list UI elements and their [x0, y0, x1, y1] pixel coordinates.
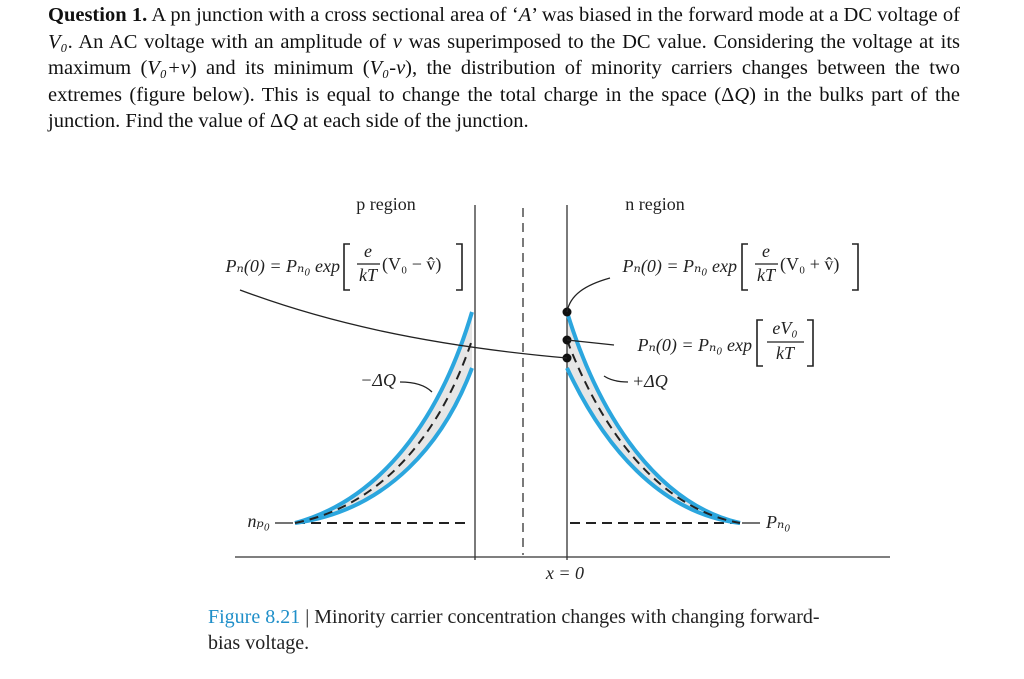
equation: e [762, 241, 770, 261]
caption-text: | Minority carrier concentration changes… [208, 606, 820, 654]
curve-min [294, 367, 474, 525]
equation: Pₙ(0) = Pₙ₀ exp [637, 335, 752, 356]
math: Q [734, 83, 750, 106]
equation: eV₀ [772, 318, 797, 338]
bracket [756, 319, 814, 367]
text: ’ was biased in the forward mode at a DC… [531, 4, 960, 26]
curve-dc [294, 339, 473, 524]
math: V₀+v [147, 57, 190, 80]
bracket [343, 243, 463, 291]
curve-dc [566, 339, 741, 524]
curve-min [565, 367, 741, 525]
level-label: Pₙ₀ [765, 512, 791, 532]
text: . An AC voltage with an amplitude of [67, 30, 393, 53]
text: ), the distribution of minority carriers… [48, 57, 960, 106]
math: Q [283, 110, 299, 133]
question: Question 1. A pn junction with a cross s… [48, 2, 960, 135]
bracket [741, 243, 859, 291]
question-label: Question 1. [48, 4, 148, 26]
equation: kT [359, 265, 379, 285]
text: A pn junction with a cross sectional are… [147, 4, 519, 26]
equation: Pₙ(0) = Pₙ₀ exp [622, 256, 737, 277]
equation: kT [757, 265, 777, 285]
charge-label: −ΔQ [360, 370, 396, 390]
curve-max [294, 311, 474, 525]
leader [603, 375, 629, 383]
leader [566, 277, 611, 313]
caption: Figure 8.21 | Minority carrier concentrat… [208, 604, 848, 656]
leader [239, 289, 568, 359]
shaded-area [567, 312, 740, 523]
axis-label: x = 0 [545, 563, 584, 583]
math: V₀ [48, 30, 68, 53]
equation: (V₀ + v̂) [780, 254, 839, 275]
leader [566, 339, 615, 346]
figure-number: Figure 8.21 [208, 606, 301, 628]
math: V₀-v [369, 57, 406, 80]
math: v [392, 30, 402, 53]
curve-max [565, 311, 741, 525]
region-label: n region [625, 194, 684, 214]
text: was superimposed to the DC value. Consid… [48, 30, 960, 80]
equation: e [364, 241, 372, 261]
equation: (V₀ − v̂) [382, 254, 441, 275]
region-label: p region [356, 194, 415, 214]
charge-label: +ΔQ [632, 371, 668, 391]
math: A [518, 4, 532, 26]
level-label: nₚ₀ [248, 511, 270, 531]
text: ) in the bulks part of the junction. Fin… [48, 83, 960, 133]
leader [399, 381, 433, 393]
equation: kT [776, 343, 796, 363]
text: at each side of the junction. [298, 110, 529, 133]
equation: Pₙ(0) = Pₙ₀ exp [225, 256, 340, 277]
text: ) and its minimum ( [189, 57, 370, 80]
